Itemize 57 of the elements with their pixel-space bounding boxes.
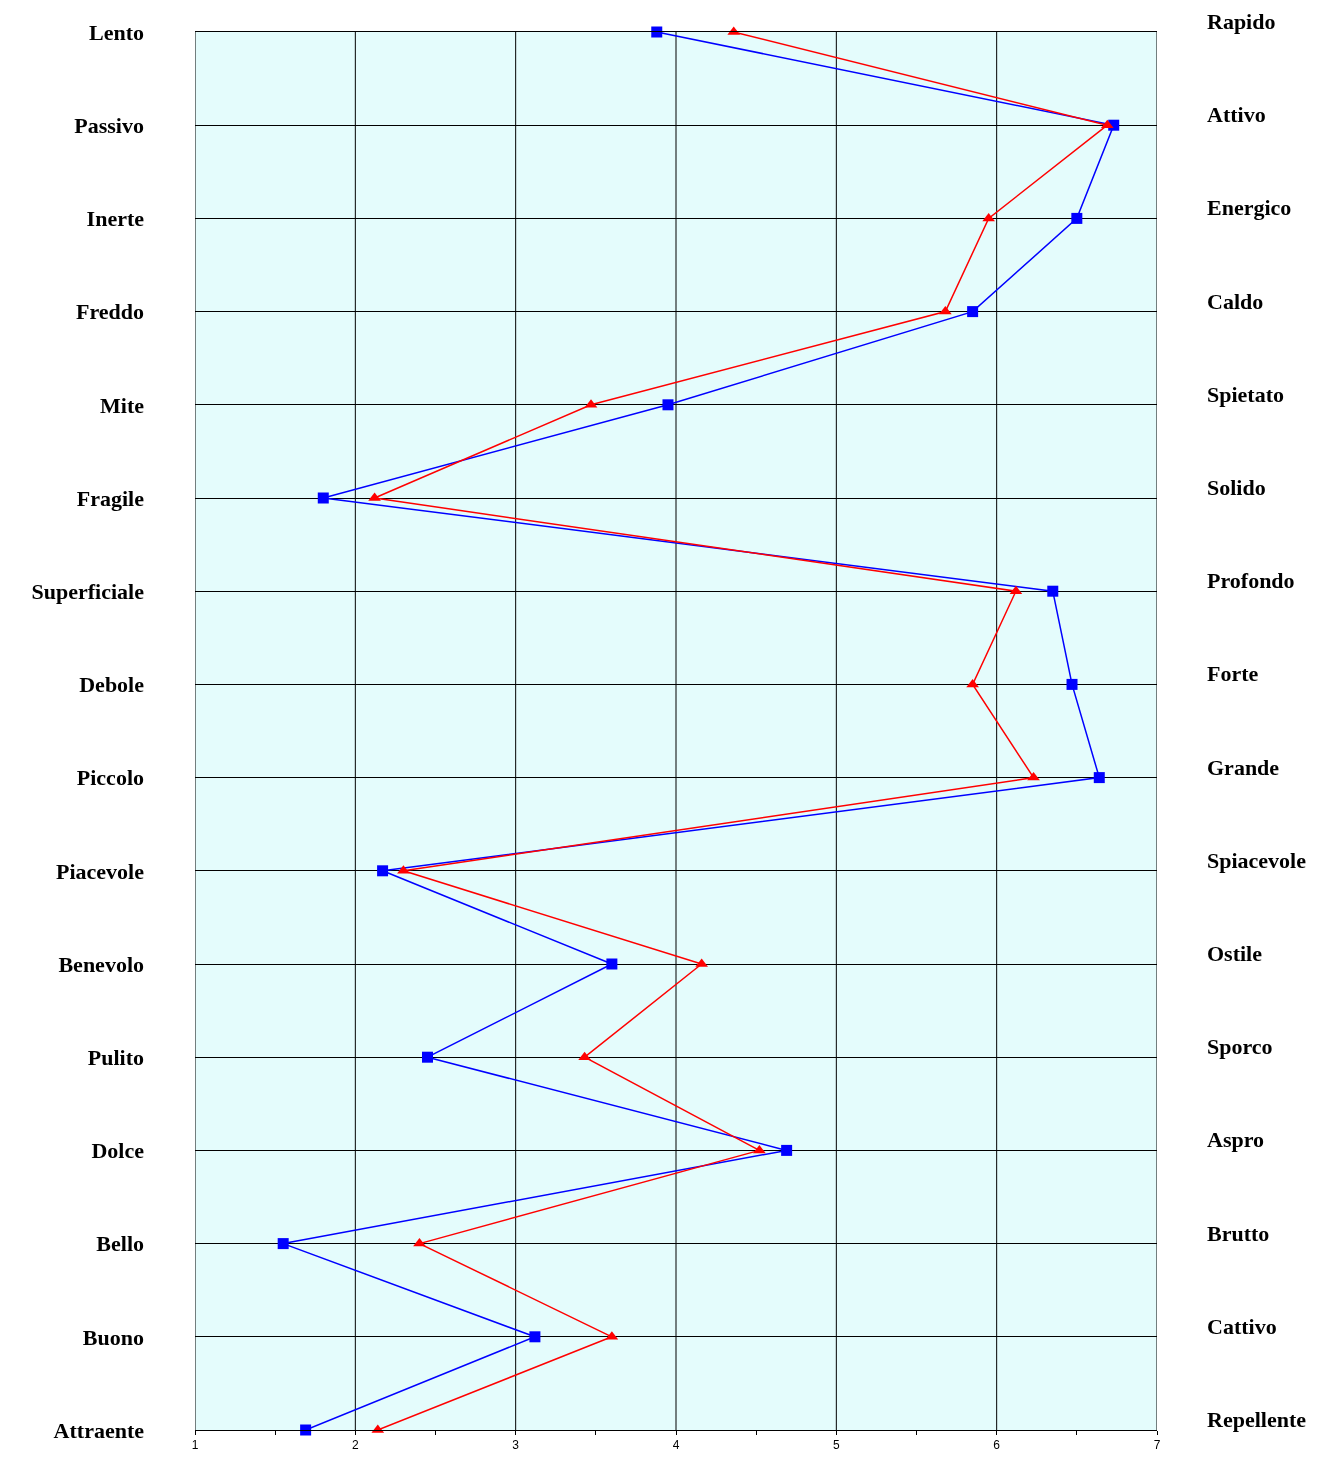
point xyxy=(277,1238,289,1250)
point xyxy=(377,865,389,877)
point xyxy=(651,26,663,38)
point xyxy=(781,1144,793,1156)
y2-tick-label: Spietato xyxy=(1207,382,1284,407)
y-tick-label: Piacevole xyxy=(56,858,145,884)
y-tick-label: Buono xyxy=(82,1324,144,1350)
point xyxy=(662,399,674,411)
x-tick-label: 1 xyxy=(191,1438,199,1453)
y-tick-label: Piccolo xyxy=(76,765,144,791)
point xyxy=(529,1331,541,1343)
y-tick-label: Freddo xyxy=(75,299,144,325)
y-tick-label: Attraente xyxy=(53,1417,145,1443)
y-tick-label: Inerte xyxy=(86,206,145,232)
y2-tick-label: Repellente xyxy=(1207,1407,1307,1432)
y-tick-label: Fragile xyxy=(76,485,145,511)
y2-tick-label: Cattivo xyxy=(1207,1314,1277,1339)
point xyxy=(421,1051,433,1063)
y2-tick-label: Energico xyxy=(1207,195,1292,220)
y-tick-label: Mite xyxy=(100,392,145,418)
point xyxy=(1066,678,1078,690)
x-tick-label: 2 xyxy=(351,1438,359,1453)
x-tick-label: 5 xyxy=(832,1438,840,1453)
x-tick-label: 7 xyxy=(1153,1438,1161,1453)
y2-tick-label: Aspro xyxy=(1207,1127,1265,1152)
y-tick-label: Dolce xyxy=(91,1138,145,1164)
y2-tick-label: Attivo xyxy=(1207,102,1266,127)
point xyxy=(753,1144,766,1154)
y2-tick-label: Forte xyxy=(1207,661,1259,686)
y-tick-label: Debole xyxy=(79,672,145,698)
y2-tick-label: Grande xyxy=(1207,755,1280,780)
y2-tick-label: Solido xyxy=(1207,475,1266,500)
y2-tick-label: Caldo xyxy=(1207,289,1264,314)
x-tick-label: 6 xyxy=(993,1438,1001,1453)
point xyxy=(1093,772,1105,784)
x-tick-label: 3 xyxy=(512,1438,520,1453)
y-tick-label: Passivo xyxy=(74,112,144,138)
point xyxy=(966,678,979,688)
y-tick-label: Benevolo xyxy=(58,951,144,977)
point xyxy=(606,958,618,970)
y2-tick-label: Profondo xyxy=(1207,568,1295,593)
point xyxy=(317,492,329,504)
y-tick-label: Lento xyxy=(89,19,144,45)
y-tick-label: Bello xyxy=(96,1231,144,1257)
y2-tick-label: Rapido xyxy=(1207,9,1276,34)
point xyxy=(967,306,979,318)
y2-tick-label: Sporco xyxy=(1207,1034,1273,1059)
y2-tick-label: Ostile xyxy=(1207,941,1263,966)
point xyxy=(300,1424,312,1436)
point xyxy=(982,212,995,222)
x-tick-label: 4 xyxy=(672,1438,680,1453)
y-tick-label: Pulito xyxy=(87,1044,144,1070)
point xyxy=(1047,585,1059,597)
y-tick-label: Superficiale xyxy=(31,578,145,604)
y2-tick-label: Brutto xyxy=(1207,1221,1270,1246)
point xyxy=(1071,212,1083,224)
y2-tick-label: Spiacevole xyxy=(1207,848,1307,873)
